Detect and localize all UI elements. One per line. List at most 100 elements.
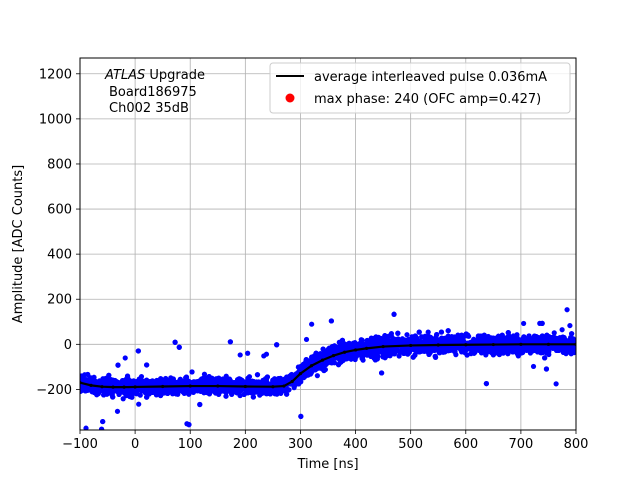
sample-point — [513, 348, 519, 355]
sample-point — [158, 378, 164, 384]
sample-point — [339, 337, 346, 343]
sample-point — [82, 388, 88, 394]
sample-point — [194, 388, 201, 394]
sample-point — [483, 352, 489, 358]
sample-point — [510, 333, 517, 339]
sample-point — [331, 343, 338, 349]
sample-point — [100, 418, 106, 425]
sample-point — [133, 388, 140, 394]
sample-point — [183, 374, 190, 380]
sample-point — [310, 356, 316, 362]
sample-point — [537, 347, 543, 353]
sample-point — [560, 334, 566, 340]
average-pulse-point — [353, 348, 358, 352]
sample-point — [313, 350, 319, 356]
sample-point — [395, 330, 401, 336]
sample-point — [201, 371, 208, 377]
sample-point — [200, 375, 207, 381]
legend-marker-swatch — [285, 93, 295, 103]
sample-point — [126, 392, 133, 398]
sample-point — [564, 307, 570, 313]
sample-point — [373, 340, 379, 346]
sample-point — [329, 360, 335, 366]
sample-point — [541, 345, 547, 351]
legend-entry-average-pulse: average interleaved pulse 0.036mA — [314, 70, 547, 85]
sample-point — [89, 389, 95, 395]
sample-point — [136, 401, 142, 407]
sample-point — [520, 336, 526, 342]
sample-point — [384, 336, 390, 342]
sample-point — [176, 344, 182, 350]
sample-point — [274, 342, 280, 348]
sample-point — [273, 380, 279, 386]
sample-point — [332, 347, 338, 354]
sample-point — [147, 381, 153, 387]
sample-point — [366, 348, 373, 354]
sample-point — [427, 335, 433, 342]
sample-point — [489, 338, 496, 344]
sample-point — [182, 388, 189, 394]
sample-point — [328, 318, 334, 324]
sample-point — [298, 413, 304, 420]
sample-point — [387, 353, 393, 359]
average-pulse-point — [243, 384, 247, 389]
sample-point — [434, 332, 440, 338]
sample-point — [301, 363, 307, 370]
sample-point — [551, 330, 557, 336]
sample-point — [531, 333, 538, 339]
sample-point — [379, 370, 385, 376]
sample-point — [86, 378, 92, 384]
annotation-atlas: ATLAS — [104, 68, 145, 83]
average-pulse-point — [100, 385, 104, 389]
sample-point — [284, 374, 290, 380]
sample-point — [326, 348, 332, 354]
sample-point — [186, 422, 192, 428]
sample-point — [170, 376, 176, 382]
atlas-annotation: ATLAS Upgrade Board186975 Ch002 35dB — [104, 68, 205, 116]
sample-point — [286, 387, 292, 393]
average-pulse-point — [122, 385, 126, 389]
sample-point — [189, 369, 195, 375]
annotation-line-1: ATLAS Upgrade — [104, 68, 205, 83]
sample-point — [434, 347, 440, 353]
sample-point — [533, 339, 539, 345]
sample-point — [504, 349, 510, 355]
sample-point — [182, 379, 188, 385]
average-pulse-point — [188, 384, 192, 388]
sample-point — [352, 351, 358, 357]
x-tick-label: 0 — [131, 437, 139, 452]
annotation-upgrade: Upgrade — [145, 68, 205, 83]
sample-point — [295, 364, 302, 370]
sample-point — [172, 339, 178, 345]
y-tick-label: 200 — [47, 293, 72, 308]
sample-point — [142, 390, 149, 396]
sample-point — [263, 376, 269, 382]
sample-point — [83, 425, 89, 430]
average-pulse-point — [519, 342, 523, 346]
sample-point — [491, 348, 497, 354]
sample-point — [135, 378, 141, 384]
sample-point — [115, 362, 121, 368]
axis-ticks: −100 0 100 200 300 400 500 600 700 800 −200 0 200 400… — [36, 67, 588, 452]
x-tick-label: 500 — [398, 437, 423, 452]
average-pulse-point — [111, 385, 115, 389]
sample-point — [568, 347, 574, 353]
sample-point — [291, 383, 297, 389]
average-pulse-point — [364, 346, 369, 350]
sample-point — [174, 386, 180, 392]
sample-point — [254, 372, 261, 378]
sample-point — [380, 346, 386, 353]
sample-point — [539, 320, 545, 326]
sample-point — [273, 387, 280, 393]
average-pulse-line — [80, 343, 576, 389]
sample-point — [223, 393, 229, 399]
average-pulse-point — [271, 385, 275, 389]
x-tick-label: 800 — [564, 437, 589, 452]
average-pulse-point — [216, 384, 220, 388]
sample-point — [432, 353, 438, 359]
sample-point — [531, 346, 537, 352]
sample-point — [371, 335, 377, 342]
average-pulse-point — [282, 384, 286, 388]
average-pulse-point — [546, 342, 551, 346]
x-tick-label: 300 — [288, 437, 313, 452]
